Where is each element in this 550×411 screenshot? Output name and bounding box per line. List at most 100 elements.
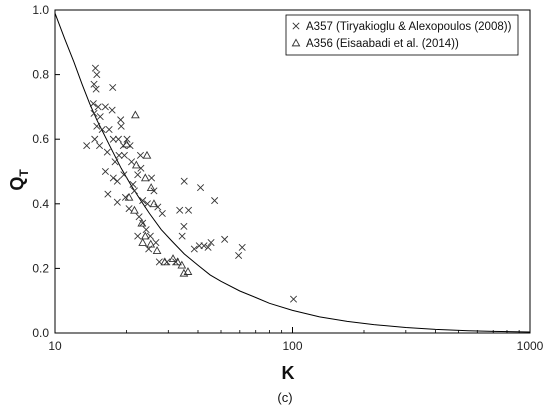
x-stroke: [130, 187, 138, 195]
point-a357: [96, 142, 104, 150]
point-a357: [139, 197, 147, 205]
x-stroke: [143, 200, 151, 208]
point-a357: [108, 106, 116, 114]
point-a357: [130, 187, 138, 195]
point-a356: [173, 257, 182, 266]
point-a357: [83, 142, 91, 150]
legend-marker-x: [292, 22, 300, 30]
x-stroke: [290, 295, 298, 303]
plot-area: 0.0 0.2 0.4 0.6 0.8 1.0 10 100 1000: [32, 3, 543, 353]
x-stroke: [120, 171, 128, 179]
point-a357: [134, 232, 142, 240]
x-stroke: [134, 171, 142, 179]
x-tick-label: 1000: [517, 339, 544, 353]
point-a357: [204, 243, 212, 251]
x-stroke: [91, 135, 99, 143]
point-a357: [135, 213, 143, 221]
point-a356: [131, 110, 140, 119]
x-tick-label: 100: [282, 339, 302, 353]
legend: A357 (Tiryakioglu & Alexopoulos (2008)) …: [285, 14, 519, 56]
point-a357: [98, 125, 106, 134]
x-stroke: [142, 226, 150, 234]
point-a357: [101, 103, 109, 111]
y-tick-label: 0.2: [32, 261, 49, 275]
point-a357: [190, 245, 198, 253]
x-stroke: [117, 116, 125, 124]
point-a357: [114, 135, 122, 143]
point-a357: [109, 84, 117, 92]
x-stroke: [190, 245, 198, 253]
x-stroke: [139, 197, 147, 205]
y-axis-ticks: 0.0 0.2 0.4 0.6 0.8 1.0: [32, 3, 60, 340]
x-stroke: [238, 243, 246, 251]
x-stroke: [152, 239, 160, 247]
point-a357: [101, 167, 109, 176]
point-a357: [90, 80, 98, 88]
point-a357: [90, 109, 98, 117]
point-a357: [121, 193, 129, 201]
point-a357: [91, 64, 99, 72]
x-stroke: [126, 142, 134, 150]
point-a357: [93, 122, 101, 130]
x-stroke: [109, 135, 117, 143]
x-stroke: [101, 167, 109, 176]
legend-marker-triangle: [291, 38, 301, 47]
point-a357: [180, 222, 188, 230]
x-stroke: [96, 142, 104, 150]
y-tick-label: 0.0: [32, 326, 49, 340]
x-stroke: [115, 151, 123, 159]
figure-caption: (c): [277, 390, 292, 405]
x-stroke: [96, 113, 104, 121]
x-stroke: [136, 151, 144, 159]
x-axis-title: K: [282, 363, 295, 383]
point-a357: [89, 100, 97, 108]
point-a357: [105, 125, 113, 134]
point-a356: [177, 260, 187, 269]
x-stroke: [111, 158, 119, 166]
legend-label-a356: A356 (Eisaabadi et al. (2014)): [306, 38, 459, 50]
x-stroke: [121, 193, 129, 201]
point-a356: [122, 139, 131, 148]
point-a357: [117, 116, 125, 124]
y-tick-label: 1.0: [32, 3, 49, 17]
point-a357: [103, 148, 111, 156]
point-a357: [148, 174, 156, 182]
point-a357: [113, 177, 121, 185]
point-a357: [109, 135, 117, 143]
point-a357: [197, 184, 205, 192]
x-stroke: [109, 84, 117, 92]
x-stroke: [155, 258, 163, 266]
x-stroke: [221, 235, 229, 243]
x-stroke: [123, 135, 131, 143]
x-stroke: [120, 151, 128, 159]
x-stroke: [90, 109, 98, 117]
x-stroke: [114, 135, 122, 143]
point-a357: [113, 198, 121, 206]
point-a356: [140, 173, 150, 182]
y-tick-label: 0.6: [32, 132, 49, 146]
x-stroke: [197, 184, 205, 192]
x-stroke: [139, 219, 147, 227]
x-stroke: [98, 125, 106, 134]
point-a356: [131, 160, 141, 169]
x-stroke: [113, 198, 121, 206]
x-stroke: [108, 106, 116, 114]
point-a357: [221, 235, 229, 243]
point-a357: [117, 122, 125, 130]
point-a357: [94, 103, 102, 111]
point-a356: [138, 238, 148, 246]
point-a357: [211, 197, 219, 205]
point-a356: [146, 239, 156, 248]
point-a357: [91, 135, 99, 143]
legend-triangle-mark: [291, 38, 301, 47]
y-tick-label: 0.4: [32, 197, 49, 211]
x-stroke: [204, 243, 212, 251]
x-stroke: [93, 122, 101, 130]
point-a357: [290, 295, 298, 303]
x-stroke: [235, 251, 243, 259]
point-a357: [109, 174, 117, 182]
point-a357: [96, 113, 104, 121]
point-a357: [104, 190, 112, 198]
point-a357: [238, 243, 246, 251]
